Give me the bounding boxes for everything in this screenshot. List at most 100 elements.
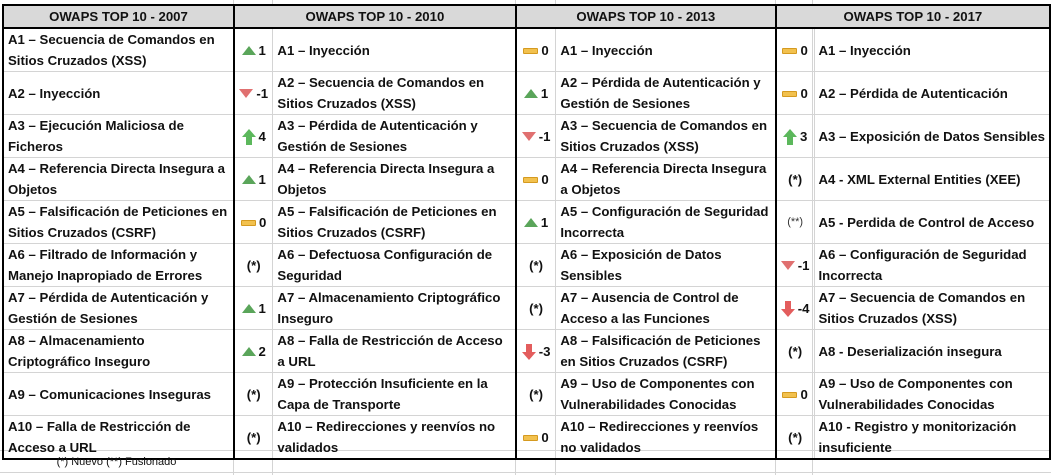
triangle-up-icon [241, 304, 256, 313]
risk-2007: A4 – Referencia Directa Insegura a Objet… [2, 157, 235, 201]
rank-change-2013: (*) [514, 243, 557, 287]
risk-2017: A8 - Deserialización insegura [814, 329, 1051, 373]
rank-change-value: 4 [258, 129, 266, 144]
risk-2013: A10 – Redirecciones y reenvíos no valida… [555, 415, 777, 460]
risk-2017: A3 – Exposición de Datos Sensibles [814, 114, 1051, 158]
header-2007: OWAPS TOP 10 - 2007 [2, 4, 235, 29]
rank-change-value: -1 [538, 129, 551, 144]
risk-2013: A2 – Pérdida de Autenticación y Gestión … [555, 71, 777, 115]
header-2010: OWAPS TOP 10 - 2010 [232, 4, 517, 29]
rank-change-2013: 0 [514, 415, 557, 460]
table-row: A8 – Almacenamiento Criptográfico Insegu… [2, 329, 1051, 373]
footnote-legend: (*) Nuevo (**) Fusionado [56, 456, 177, 468]
table-row: A4 – Referencia Directa Insegura a Objet… [2, 157, 1051, 201]
rank-change-value: 0 [800, 387, 808, 402]
risk-2017: A1 – Inyección [814, 28, 1051, 72]
rank-change-value: 1 [540, 86, 549, 101]
risk-2013: A9 – Uso de Componentes con Vulnerabilid… [555, 372, 777, 416]
rank-change-value: 3 [799, 129, 808, 144]
header-2017: OWAPS TOP 10 - 2017 [775, 4, 1051, 29]
rank-change-2017: (**) [774, 200, 815, 244]
risk-2010: A7 – Almacenamiento Criptográfico Insegu… [272, 286, 517, 330]
risk-2007: A6 – Filtrado de Información y Manejo In… [2, 243, 235, 287]
triangle-down-icon [780, 261, 795, 270]
rank-change-value: (*) [246, 258, 261, 273]
triangle-down-icon [521, 132, 536, 141]
risk-2007: A5 – Falsificación de Peticiones en Siti… [2, 200, 235, 244]
dash-neutral-icon [782, 391, 798, 398]
rank-change-value: 1 [258, 301, 266, 316]
rank-change-value: (**) [787, 216, 804, 228]
risk-2010: A2 – Secuencia de Comandos en Sitios Cru… [272, 71, 517, 115]
risk-2013: A5 – Configuración de Seguridad Incorrec… [555, 200, 777, 244]
risk-2010: A8 – Falla de Restricción de Acceso a UR… [272, 329, 517, 373]
triangle-up-icon [523, 218, 538, 227]
rank-change-2013: (*) [514, 372, 557, 416]
rank-change-2010: 2 [232, 329, 274, 373]
arrow-down-icon [780, 300, 795, 317]
risk-2007: A1 – Secuencia de Comandos en Sitios Cru… [2, 28, 235, 72]
rank-change-value: 0 [541, 430, 549, 445]
table-row: A2 – Inyección -1 A2 – Secuencia de Comand… [2, 71, 1051, 115]
risk-2010: A4 – Referencia Directa Insegura a Objet… [272, 157, 517, 201]
table-row: A1 – Secuencia de Comandos en Sitios Cru… [2, 28, 1051, 72]
rank-change-2010: 1 [232, 157, 274, 201]
triangle-up-icon [523, 89, 538, 98]
risk-2007: A8 – Almacenamiento Criptográfico Insegu… [2, 329, 235, 373]
rank-change-2010: (*) [232, 415, 274, 460]
rank-change-value: 0 [541, 43, 549, 58]
rank-change-2017: 0 [774, 372, 815, 416]
rank-change-2017: -4 [774, 286, 815, 330]
dash-neutral-icon [782, 47, 798, 54]
rank-change-2017: (*) [774, 329, 815, 373]
dash-neutral-icon [523, 176, 539, 183]
rank-change-value: -1 [797, 258, 810, 273]
arrow-up-icon [241, 128, 256, 145]
header-row: OWAPS TOP 10 - 2007 OWAPS TOP 10 - 2010 … [2, 4, 1051, 29]
risk-2017: A4 - XML External Entities (XEE) [814, 157, 1051, 201]
rank-change-value: 0 [800, 43, 808, 58]
triangle-up-icon [241, 347, 256, 356]
risk-2017: A5 - Perdida de Control de Acceso [814, 200, 1051, 244]
risk-2017: A2 – Pérdida de Autenticación [814, 71, 1051, 115]
risk-2010: A5 – Falsificación de Peticiones en Siti… [272, 200, 517, 244]
rank-change-value: 0 [541, 172, 549, 187]
table-row: A6 – Filtrado de Información y Manejo In… [2, 243, 1051, 287]
table-row: A9 – Comunicaciones Inseguras (*) A9 – Pro… [2, 372, 1051, 416]
rank-change-2013: 1 [514, 200, 557, 244]
risk-2010: A6 – Defectuosa Configuración de Segurid… [272, 243, 517, 287]
rank-change-2010: -1 [232, 71, 274, 115]
header-2013: OWAPS TOP 10 - 2013 [515, 4, 777, 29]
rank-change-2017: 0 [774, 71, 815, 115]
dash-neutral-icon [241, 219, 256, 226]
rank-change-2017: -1 [774, 243, 815, 287]
risk-2010: A3 – Pérdida de Autenticación y Gestión … [272, 114, 517, 158]
risk-2017: A9 – Uso de Componentes con Vulnerabilid… [814, 372, 1051, 416]
risk-2007: A2 – Inyección [2, 71, 235, 115]
risk-2017: A6 – Configuración de Seguridad Incorrec… [814, 243, 1051, 287]
rank-change-2017: (*) [774, 157, 815, 201]
rank-change-value: (*) [788, 344, 803, 359]
risk-2007: A9 – Comunicaciones Inseguras [2, 372, 235, 416]
table-row: A7 – Pérdida de Autenticación y Gestión … [2, 286, 1051, 330]
triangle-up-icon [241, 175, 256, 184]
arrow-up-icon [782, 128, 797, 145]
table-row: A10 – Falla de Restricción de Acceso a U… [2, 415, 1051, 460]
rank-change-value: 1 [540, 215, 549, 230]
rank-change-value: (*) [529, 258, 544, 273]
risk-2007: A10 – Falla de Restricción de Acceso a U… [2, 415, 235, 460]
rank-change-2013: 0 [514, 157, 557, 201]
risk-2017: A10 - Registro y monitorización insufici… [814, 415, 1051, 460]
rank-change-value: -1 [256, 86, 269, 101]
risk-2013: A6 – Exposición de Datos Sensibles [555, 243, 777, 287]
rank-change-2010: 4 [232, 114, 274, 158]
rank-change-2017: (*) [774, 415, 815, 460]
rank-change-value: (*) [246, 387, 261, 402]
rank-change-2010: 1 [232, 28, 274, 72]
rank-change-value: 1 [258, 43, 266, 58]
rank-change-2013: -1 [514, 114, 557, 158]
rank-change-value: (*) [529, 301, 544, 316]
dash-neutral-icon [782, 90, 798, 97]
rank-change-2010: (*) [232, 372, 274, 416]
risk-2013: A4 – Referencia Directa Insegura a Objet… [555, 157, 777, 201]
